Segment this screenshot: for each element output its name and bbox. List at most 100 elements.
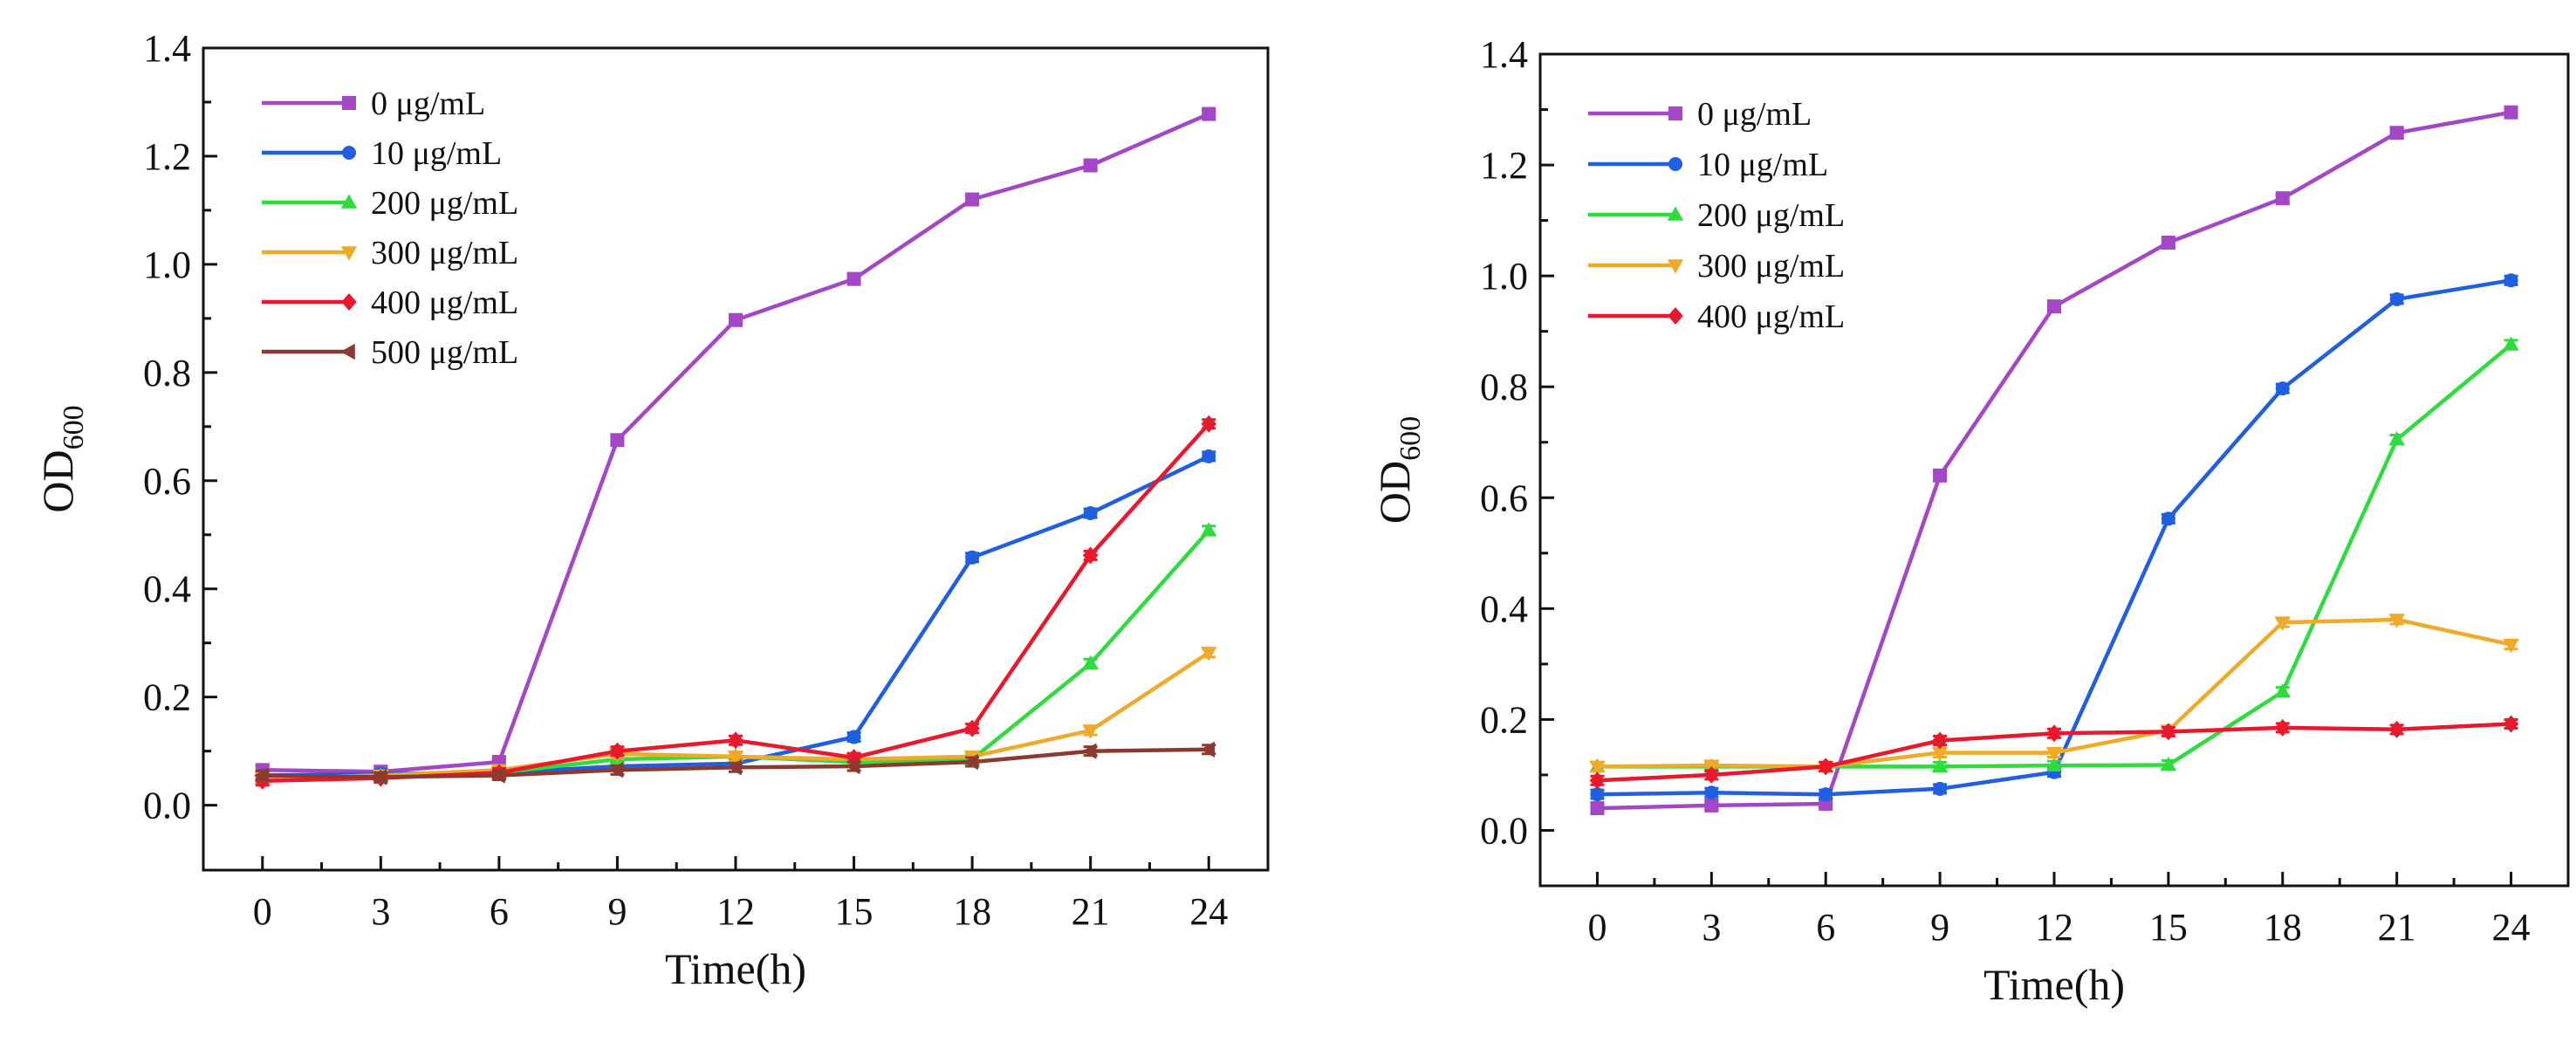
data-point	[1201, 522, 1217, 537]
data-point	[2046, 724, 2062, 743]
legend-label: 300 μg/mL	[1697, 248, 1845, 285]
data-point	[2389, 126, 2404, 141]
x-tick-label: 6	[1816, 906, 1835, 949]
y-tick-label: 0.4	[143, 568, 191, 611]
legend-label: 400 μg/mL	[371, 285, 518, 321]
series-line	[262, 454, 1210, 778]
legend-marker	[1668, 157, 1682, 171]
data-point	[1200, 741, 1216, 758]
y-tick-label: 0.4	[1480, 587, 1528, 630]
x-tick-label: 3	[371, 890, 390, 933]
y-tick-label: 0.0	[143, 785, 191, 827]
x-tick-label: 9	[1930, 906, 1949, 949]
legend-label: 10 μg/mL	[371, 135, 502, 172]
series-1	[1590, 105, 2518, 816]
data-point	[2160, 756, 2177, 771]
x-tick-label: 18	[2264, 906, 2302, 949]
data-point	[1082, 655, 1099, 670]
data-point	[1932, 731, 1948, 750]
data-point	[1082, 546, 1099, 565]
legend-item: 0 μg/mL	[262, 86, 485, 122]
y-axis-title-subscript: 600	[1394, 416, 1427, 461]
data-point	[2504, 273, 2518, 288]
data-point	[965, 550, 980, 565]
y-tick-label: 0.8	[143, 352, 191, 394]
legend-marker	[340, 343, 355, 360]
x-axis-title: Time(h)	[665, 944, 806, 993]
legend-marker	[1668, 307, 1683, 325]
data-point	[1704, 798, 1719, 813]
data-point	[1819, 787, 1833, 802]
series-line	[262, 422, 1210, 783]
data-point	[490, 767, 505, 784]
x-tick-label: 12	[2035, 906, 2073, 949]
data-point	[2389, 291, 2404, 306]
y-tick-label: 1.2	[143, 135, 191, 178]
data-point	[2274, 683, 2291, 698]
data-point	[1202, 449, 1216, 463]
legend-item: 200 μg/mL	[1588, 197, 1845, 234]
data-point	[2047, 299, 2061, 314]
data-point	[2275, 191, 2290, 206]
data-point	[965, 192, 980, 207]
x-tick-label: 24	[1189, 890, 1228, 933]
legend-marker	[341, 293, 357, 311]
x-tick-label: 0	[1587, 906, 1607, 949]
legend-label: 0 μg/mL	[1697, 96, 1812, 133]
x-tick-label: 18	[953, 890, 991, 933]
data-point	[1931, 746, 1949, 762]
data-point	[1201, 647, 1217, 662]
y-tick-label: 0.2	[1480, 698, 1528, 741]
legend-marker	[1667, 206, 1684, 221]
series-line	[1597, 617, 2512, 769]
y-tick-label: 0.6	[143, 460, 191, 503]
data-point	[1590, 801, 1605, 816]
data-point	[609, 742, 626, 760]
legend-item: 400 μg/mL	[1588, 298, 1845, 335]
y-axis-title: OD600	[33, 405, 90, 512]
y-axis-title: OD600	[1370, 416, 1427, 524]
data-point	[727, 759, 742, 776]
y-tick-label: 1.2	[1480, 144, 1528, 187]
data-point	[1704, 785, 1719, 800]
data-point	[963, 753, 978, 771]
legend-label: 10 μg/mL	[1697, 147, 1828, 183]
y-axis-title-main: OD	[33, 449, 82, 512]
y-tick-label: 1.0	[143, 243, 191, 286]
series-line	[1597, 278, 2511, 797]
data-point	[2503, 638, 2519, 654]
data-point	[2161, 236, 2175, 250]
legend-marker	[340, 194, 358, 209]
y-tick-label: 1.4	[1480, 33, 1528, 76]
x-tick-label: 15	[835, 890, 874, 933]
data-point	[846, 271, 861, 286]
data-point	[845, 758, 860, 775]
data-point	[372, 769, 387, 785]
y-tick-label: 0.8	[1480, 366, 1528, 408]
y-axis-title-main: OD	[1370, 461, 1419, 524]
legend-label: 500 μg/mL	[371, 334, 518, 371]
legend-item: 300 μg/mL	[262, 235, 518, 271]
data-point	[1083, 158, 1098, 173]
y-tick-label: 0.0	[1480, 809, 1528, 852]
series-6	[254, 741, 1216, 785]
data-point	[2503, 336, 2519, 351]
data-point	[2388, 430, 2405, 446]
data-point	[727, 751, 744, 765]
data-point	[846, 749, 862, 767]
y-tick-label: 0.2	[143, 676, 191, 719]
data-point	[608, 762, 624, 778]
x-tick-label: 6	[490, 890, 509, 933]
data-point	[2388, 720, 2405, 738]
data-point	[1931, 758, 1949, 773]
y-tick-label: 0.6	[1480, 477, 1528, 519]
x-tick-label: 24	[2492, 906, 2531, 949]
x-tick-label: 15	[2149, 906, 2188, 949]
x-tick-label: 0	[253, 890, 272, 933]
data-point	[964, 719, 980, 737]
data-point	[2388, 614, 2405, 628]
y-tick-label: 1.0	[1480, 255, 1528, 298]
y-axis-title-subscript: 600	[58, 405, 90, 449]
data-point	[1083, 505, 1098, 520]
